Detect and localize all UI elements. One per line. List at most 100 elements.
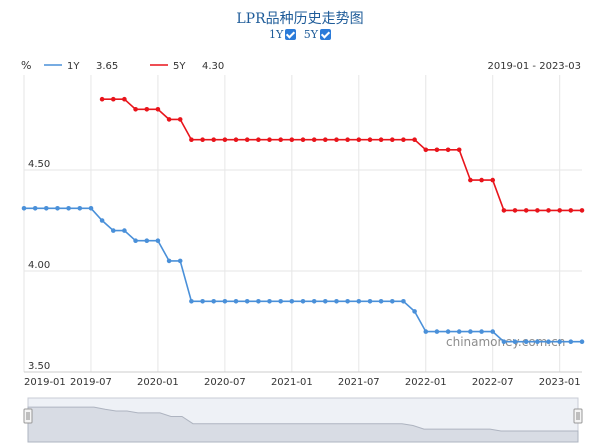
data-point-1y[interactable] <box>189 299 194 304</box>
data-point-1y[interactable] <box>122 228 127 233</box>
data-point-1y[interactable] <box>356 299 362 304</box>
data-point-1y[interactable] <box>244 299 250 304</box>
navigator-handle-left[interactable] <box>23 408 33 424</box>
data-point-1y[interactable] <box>546 339 551 345</box>
data-point-1y[interactable] <box>99 218 105 223</box>
data-point-5y[interactable] <box>311 137 317 142</box>
data-point-5y[interactable] <box>412 137 417 142</box>
data-point-5y[interactable] <box>557 208 562 213</box>
data-point-1y[interactable] <box>579 339 585 345</box>
data-point-5y[interactable] <box>501 208 507 213</box>
data-point-1y[interactable] <box>390 299 395 304</box>
toggle-5y[interactable]: 5Y <box>304 28 332 41</box>
data-point-5y[interactable] <box>535 208 540 213</box>
data-point-1y[interactable] <box>323 299 328 304</box>
data-point-1y[interactable] <box>311 299 317 304</box>
data-point-5y[interactable] <box>166 117 172 122</box>
data-point-5y[interactable] <box>401 137 406 142</box>
data-point-1y[interactable] <box>66 206 71 211</box>
data-point-5y[interactable] <box>568 208 574 213</box>
data-point-5y[interactable] <box>122 96 127 102</box>
data-point-5y[interactable] <box>155 107 161 112</box>
data-point-5y[interactable] <box>233 137 239 142</box>
data-point-1y[interactable] <box>367 299 373 304</box>
data-point-5y[interactable] <box>99 96 105 102</box>
data-point-5y[interactable] <box>445 147 451 153</box>
data-point-1y[interactable] <box>334 299 339 304</box>
data-point-5y[interactable] <box>267 137 272 142</box>
data-point-5y[interactable] <box>434 147 440 153</box>
data-point-5y[interactable] <box>289 137 295 142</box>
data-point-1y[interactable] <box>155 238 161 243</box>
data-point-1y[interactable] <box>401 299 406 304</box>
data-point-5y[interactable] <box>378 137 384 142</box>
checkbox-checked-icon[interactable] <box>285 29 297 40</box>
data-point-5y[interactable] <box>523 208 529 213</box>
data-point-5y[interactable] <box>111 96 116 102</box>
toggle-1y[interactable]: 1Y <box>269 28 297 41</box>
data-point-1y[interactable] <box>166 258 172 264</box>
data-point-1y[interactable] <box>423 329 429 334</box>
data-point-1y[interactable] <box>512 339 518 345</box>
data-point-1y[interactable] <box>501 339 507 345</box>
data-point-1y[interactable] <box>177 258 183 264</box>
data-point-1y[interactable] <box>256 299 261 304</box>
legend-1y-name[interactable]: 1Y <box>67 61 80 72</box>
data-point-1y[interactable] <box>111 228 116 233</box>
data-point-1y[interactable] <box>523 339 529 345</box>
data-point-1y[interactable] <box>568 339 574 345</box>
data-point-5y[interactable] <box>579 208 585 213</box>
data-point-5y[interactable] <box>490 177 496 183</box>
data-point-5y[interactable] <box>177 117 183 122</box>
data-point-5y[interactable] <box>256 137 261 142</box>
data-point-5y[interactable] <box>546 208 551 213</box>
data-point-1y[interactable] <box>456 329 462 334</box>
data-point-1y[interactable] <box>434 329 440 334</box>
data-point-1y[interactable] <box>211 299 216 304</box>
data-point-1y[interactable] <box>222 299 228 304</box>
data-point-5y[interactable] <box>479 177 484 183</box>
navigator[interactable] <box>23 397 583 443</box>
data-point-5y[interactable] <box>300 137 306 142</box>
data-point-1y[interactable] <box>289 299 295 304</box>
data-point-1y[interactable] <box>233 299 239 304</box>
data-point-5y[interactable] <box>323 137 328 142</box>
data-point-1y[interactable] <box>557 339 562 345</box>
data-point-1y[interactable] <box>267 299 272 304</box>
data-point-1y[interactable] <box>21 206 27 211</box>
data-point-1y[interactable] <box>55 206 60 211</box>
data-point-1y[interactable] <box>445 329 451 334</box>
data-point-1y[interactable] <box>144 238 150 243</box>
data-point-1y[interactable] <box>77 206 83 211</box>
data-point-5y[interactable] <box>423 147 429 153</box>
data-point-1y[interactable] <box>300 299 306 304</box>
data-point-1y[interactable] <box>535 339 540 345</box>
data-point-1y[interactable] <box>32 206 38 211</box>
data-point-1y[interactable] <box>133 238 138 243</box>
data-point-1y[interactable] <box>44 206 49 211</box>
data-point-5y[interactable] <box>468 177 473 183</box>
data-point-5y[interactable] <box>390 137 395 142</box>
navigator-handle-right[interactable] <box>573 408 583 424</box>
data-point-5y[interactable] <box>356 137 362 142</box>
data-point-5y[interactable] <box>367 137 373 142</box>
data-point-1y[interactable] <box>278 299 284 304</box>
data-point-5y[interactable] <box>211 137 216 142</box>
data-point-1y[interactable] <box>468 329 473 334</box>
data-point-1y[interactable] <box>345 299 350 304</box>
data-point-5y[interactable] <box>345 137 350 142</box>
data-point-5y[interactable] <box>244 137 250 142</box>
data-point-5y[interactable] <box>144 107 150 112</box>
data-point-5y[interactable] <box>334 137 339 142</box>
data-point-5y[interactable] <box>456 147 462 153</box>
data-point-5y[interactable] <box>133 107 138 112</box>
data-point-5y[interactable] <box>200 137 205 142</box>
data-point-1y[interactable] <box>88 206 94 211</box>
legend-5y-name[interactable]: 5Y <box>173 61 186 72</box>
data-point-1y[interactable] <box>200 299 205 304</box>
data-point-5y[interactable] <box>222 137 228 142</box>
checkbox-checked-icon[interactable] <box>320 29 332 40</box>
data-point-1y[interactable] <box>378 299 384 304</box>
data-point-5y[interactable] <box>512 208 518 213</box>
data-point-1y[interactable] <box>412 309 417 314</box>
